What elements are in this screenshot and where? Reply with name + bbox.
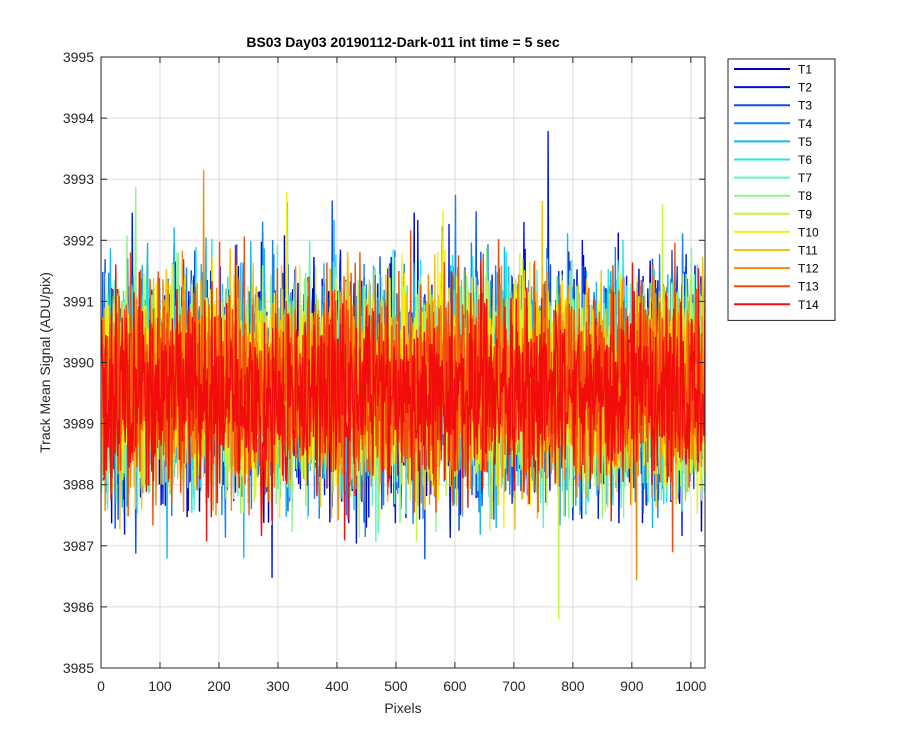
legend-box bbox=[727, 58, 836, 321]
x-tick-label: 100 bbox=[148, 678, 172, 694]
y-tick-label: 3987 bbox=[63, 538, 94, 554]
legend-label-t12: T12 bbox=[798, 262, 819, 276]
x-tick-label: 0 bbox=[97, 678, 105, 694]
y-tick-label: 3989 bbox=[63, 416, 94, 432]
legend-label-t8: T8 bbox=[798, 189, 812, 203]
legend-label-t4: T4 bbox=[798, 117, 812, 131]
legend-label-t13: T13 bbox=[798, 280, 819, 294]
x-tick-label: 200 bbox=[207, 678, 231, 694]
legend-label-t6: T6 bbox=[798, 153, 812, 167]
y-tick-label: 3985 bbox=[63, 660, 94, 676]
y-tick-label: 3994 bbox=[63, 110, 94, 126]
y-tick-label: 3995 bbox=[63, 49, 94, 65]
y-axis-label: Track Mean Signal (ADU/pix) bbox=[37, 272, 53, 453]
legend: T1 T2 T3 T4 T5 T6 T7 T8 T9 T10 T11 T12 T13 T14 bbox=[727, 58, 836, 321]
x-tick-label: 1000 bbox=[675, 678, 706, 694]
x-tick-label: 300 bbox=[266, 678, 290, 694]
y-tick-label: 3988 bbox=[63, 477, 94, 493]
x-tick-label: 900 bbox=[620, 678, 644, 694]
legend-label-t9: T9 bbox=[798, 207, 812, 221]
x-tick-label: 700 bbox=[502, 678, 526, 694]
legend-label-t11: T11 bbox=[798, 244, 818, 258]
x-tick-label: 400 bbox=[325, 678, 349, 694]
legend-label-t7: T7 bbox=[798, 171, 812, 185]
y-tick-label: 3991 bbox=[63, 293, 94, 309]
legend-label-t5: T5 bbox=[798, 135, 812, 149]
legend-label-t14: T14 bbox=[798, 298, 819, 312]
y-tick-label: 3986 bbox=[63, 599, 94, 615]
y-tick-label: 3993 bbox=[63, 171, 94, 187]
x-tick-label: 800 bbox=[561, 678, 585, 694]
x-tick-label: 600 bbox=[443, 678, 467, 694]
legend-label-t2: T2 bbox=[798, 81, 812, 95]
legend-label-t1: T1 bbox=[798, 63, 812, 77]
x-axis-label: Pixels bbox=[384, 700, 421, 716]
y-tick-label: 3992 bbox=[63, 232, 94, 248]
series-line-t14 bbox=[101, 244, 705, 542]
legend-label-t3: T3 bbox=[798, 99, 812, 113]
y-tick-label: 3990 bbox=[63, 355, 94, 371]
chart-title: BS03 Day03 20190112-Dark-011 int time = … bbox=[246, 34, 559, 50]
legend-label-t10: T10 bbox=[798, 225, 819, 239]
x-tick-label: 500 bbox=[384, 678, 408, 694]
